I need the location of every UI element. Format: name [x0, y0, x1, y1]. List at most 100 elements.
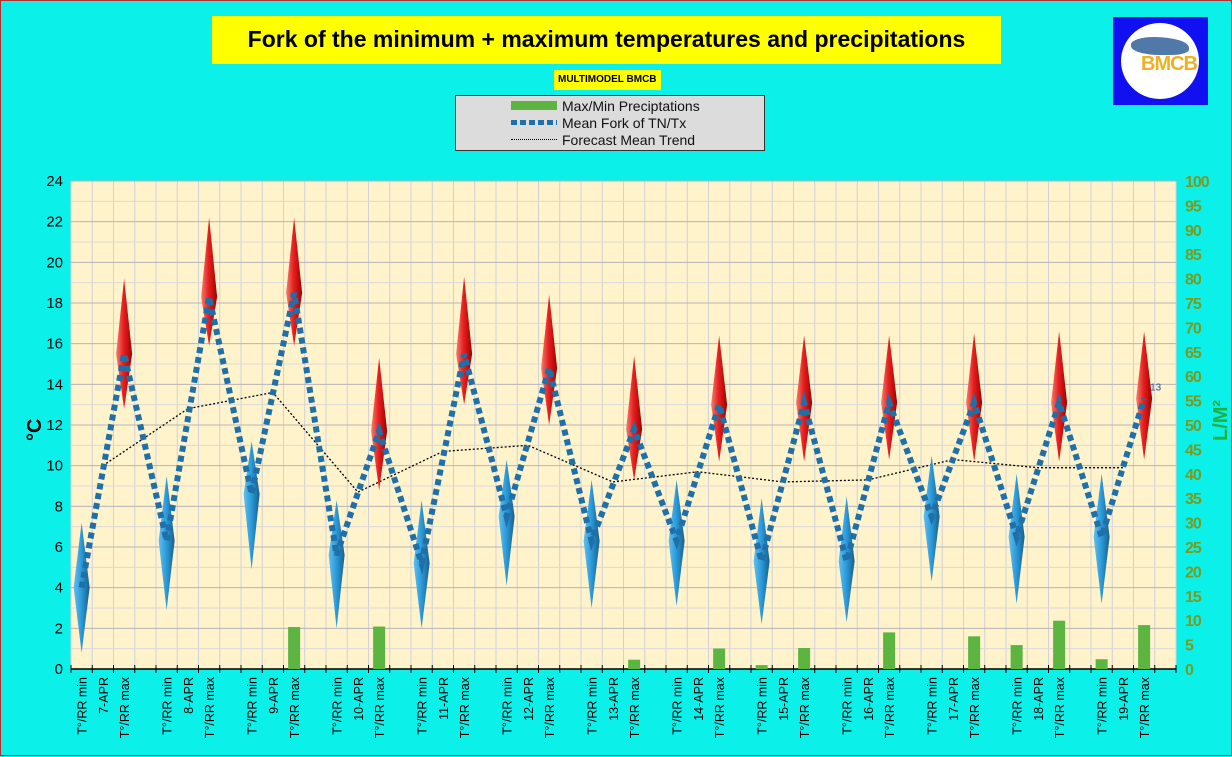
- legend-label: Mean Fork of TN/Tx: [562, 114, 687, 131]
- tmin-range-marker: [1093, 473, 1110, 604]
- legend-item-precipitation: Max/Min Preciptations: [511, 97, 700, 114]
- x-label-date: 16-APR: [862, 677, 876, 721]
- x-label-date: 10-APR: [352, 677, 366, 721]
- x-label-min: T°/RR min: [586, 677, 600, 735]
- y2-tick-label: 40: [1185, 467, 1202, 484]
- x-label-max: T°/RR max: [543, 676, 557, 738]
- precip-bar: [288, 627, 301, 669]
- x-label-min: T°/RR min: [671, 677, 685, 735]
- tmax-range-marker: [1136, 331, 1153, 460]
- y2-tick-label: 85: [1185, 247, 1202, 264]
- legend-item-trend: Forecast Mean Trend: [511, 131, 695, 148]
- x-label-max: T°/RR max: [118, 676, 132, 738]
- y-tick-label: 6: [55, 539, 63, 556]
- precip-bar: [755, 665, 768, 669]
- x-label-max: T°/RR max: [628, 676, 642, 738]
- y-axis-title: °C: [24, 419, 46, 441]
- x-label-min: T°/RR min: [926, 677, 940, 735]
- logo-text: BMCB: [1141, 53, 1198, 75]
- y2-tick-label: 0: [1185, 662, 1194, 679]
- x-label-min: T°/RR min: [841, 677, 855, 735]
- x-label-date: 13-APR: [607, 677, 621, 721]
- y2-tick-label: 45: [1185, 442, 1202, 459]
- x-label-min: T°/RR min: [416, 677, 430, 735]
- x-label-date: 19-APR: [1117, 677, 1131, 721]
- x-label-date: 12-APR: [522, 677, 536, 721]
- legend-label: Forecast Mean Trend: [562, 131, 696, 148]
- y2-tick-label: 80: [1185, 272, 1202, 289]
- legend-item-mean-fork: Mean Fork of TN/Tx: [511, 114, 686, 131]
- x-label-date: 18-APR: [1032, 677, 1046, 721]
- tmax-range-marker: [626, 355, 643, 480]
- precip-bar: [798, 648, 811, 669]
- x-label-date: 8-APR: [182, 677, 196, 714]
- y2-tick-label: 30: [1185, 516, 1202, 533]
- x-label-date: 14-APR: [692, 677, 706, 721]
- y2-tick-label: 90: [1185, 223, 1202, 240]
- last-value-label: 13: [1150, 383, 1162, 394]
- x-label-max: T°/RR max: [203, 676, 217, 738]
- y-tick-label: 8: [55, 498, 63, 515]
- x-label-date: 11-APR: [437, 677, 451, 720]
- tmin-range-marker: [753, 498, 770, 625]
- precip-bar: [883, 632, 896, 669]
- y-tick-label: 24: [46, 173, 63, 190]
- legend-trend-swatch: [511, 139, 557, 140]
- y2-tick-label: 60: [1185, 369, 1202, 386]
- y-tick-label: 10: [46, 458, 63, 475]
- x-label-min: T°/RR min: [331, 677, 345, 735]
- y2-tick-label: 15: [1185, 589, 1202, 606]
- precip-bar: [713, 648, 726, 669]
- x-label-min: T°/RR min: [246, 677, 260, 735]
- logo-map-icon: [1131, 37, 1189, 55]
- y-tick-label: 14: [46, 376, 63, 393]
- x-label-max: T°/RR max: [458, 676, 472, 738]
- precip-bar: [1138, 625, 1151, 669]
- tmin-range-marker: [328, 500, 345, 629]
- y2-tick-label: 75: [1185, 296, 1202, 313]
- y2-tick-label: 55: [1185, 394, 1202, 411]
- x-label-min: T°/RR min: [501, 677, 515, 735]
- y2-tick-label: 95: [1185, 198, 1202, 215]
- plot-area: 0246810121416182022240510152025303540455…: [24, 173, 1232, 738]
- legend-precip-swatch: [511, 101, 557, 110]
- y-tick-label: 4: [55, 580, 63, 597]
- y-tick-label: 22: [46, 214, 63, 231]
- x-label-min: T°/RR min: [1011, 677, 1025, 735]
- x-label-date: 9-APR: [267, 677, 281, 714]
- legend: Max/Min Preciptations Mean Fork of TN/Tx…: [455, 95, 765, 151]
- y2-tick-label: 35: [1185, 491, 1202, 508]
- bmcb-logo: BMCB: [1113, 17, 1208, 105]
- x-label-min: T°/RR min: [756, 677, 770, 735]
- x-label-max: T°/RR max: [1138, 676, 1152, 738]
- legend-mean-fork-swatch: [511, 120, 557, 125]
- y2-tick-label: 100: [1185, 174, 1210, 191]
- y2-tick-label: 25: [1185, 540, 1202, 557]
- x-label-max: T°/RR max: [883, 676, 897, 738]
- y2-tick-label: 5: [1185, 638, 1194, 655]
- y-tick-label: 12: [46, 417, 63, 434]
- precip-bar: [1010, 645, 1023, 669]
- chart-title: Fork of the minimum + maximum temperatur…: [212, 16, 1001, 64]
- y-tick-label: 20: [46, 254, 63, 271]
- x-label-max: T°/RR max: [1053, 676, 1067, 738]
- x-label-date: 7-APR: [97, 677, 111, 714]
- x-label-min: T°/RR min: [1096, 677, 1110, 735]
- y2-tick-label: 50: [1185, 418, 1202, 435]
- y2-tick-label: 10: [1185, 613, 1202, 630]
- x-label-date: 17-APR: [947, 677, 961, 721]
- legend-label: Max/Min Preciptations: [562, 97, 700, 114]
- precip-bar: [628, 659, 641, 669]
- x-label-max: T°/RR max: [288, 676, 302, 738]
- y-tick-label: 2: [55, 620, 63, 637]
- y-tick-label: 18: [46, 295, 63, 312]
- y-tick-label: 0: [55, 661, 63, 678]
- precip-bar: [1095, 659, 1108, 669]
- y2-axis-title: L/M²: [1210, 400, 1232, 441]
- x-label-date: 15-APR: [777, 677, 791, 721]
- precip-bar: [968, 636, 981, 669]
- x-label-max: T°/RR max: [968, 676, 982, 738]
- x-label-min: T°/RR min: [76, 677, 90, 735]
- x-label-min: T°/RR min: [161, 677, 175, 735]
